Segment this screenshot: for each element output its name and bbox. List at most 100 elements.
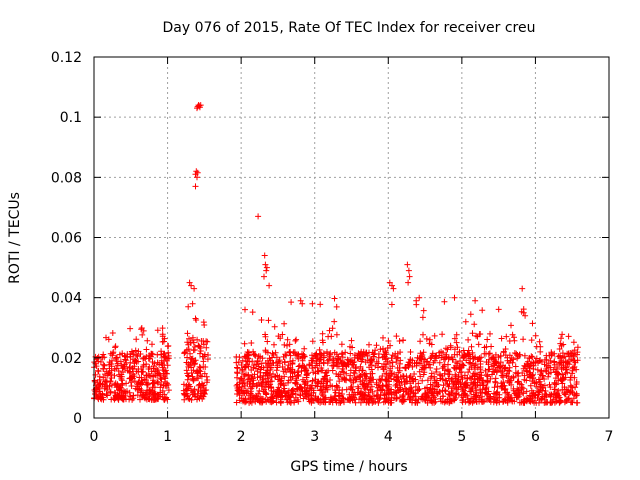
data-point	[492, 378, 499, 385]
data-point	[159, 333, 166, 340]
data-point	[401, 375, 407, 382]
data-point	[433, 366, 440, 372]
y-tick-label: 0.08	[51, 170, 82, 186]
data-point	[187, 350, 193, 357]
data-point	[185, 303, 192, 310]
data-point	[104, 392, 111, 399]
data-point	[462, 391, 469, 398]
data-point	[364, 384, 371, 390]
data-point	[284, 336, 291, 343]
data-point	[299, 362, 306, 369]
data-point	[406, 394, 413, 401]
data-point	[344, 360, 351, 367]
data-point	[419, 377, 426, 384]
data-point	[415, 380, 422, 387]
data-point	[379, 373, 386, 379]
data-point	[107, 371, 114, 378]
data-point	[196, 363, 203, 370]
data-point	[246, 392, 252, 399]
data-point	[263, 264, 270, 271]
data-point	[262, 261, 269, 268]
data-point	[438, 354, 445, 361]
data-point	[312, 364, 319, 371]
data-point	[314, 379, 321, 386]
data-point	[112, 343, 119, 350]
data-point	[443, 351, 450, 358]
data-point	[184, 392, 191, 399]
data-point	[191, 285, 198, 292]
data-point	[419, 396, 426, 403]
data-point	[484, 373, 491, 380]
data-point	[570, 353, 577, 360]
data-point	[571, 357, 578, 364]
data-point	[412, 393, 418, 400]
data-point	[477, 382, 484, 389]
data-point	[467, 311, 474, 318]
data-point	[268, 374, 275, 381]
data-point	[274, 387, 281, 394]
data-point	[91, 378, 98, 385]
data-point	[473, 398, 480, 405]
data-point	[560, 341, 567, 348]
data-point	[333, 370, 340, 377]
data-point	[533, 379, 540, 386]
data-point	[203, 379, 210, 386]
data-point	[385, 338, 392, 344]
data-point	[138, 326, 145, 333]
data-point	[358, 395, 365, 402]
data-point	[115, 383, 122, 390]
data-point	[521, 352, 528, 359]
data-point	[567, 382, 574, 389]
data-point	[508, 381, 515, 388]
data-point	[556, 346, 563, 352]
data-point	[445, 390, 452, 397]
data-point	[542, 357, 548, 363]
data-point	[309, 362, 316, 369]
data-point	[559, 331, 566, 338]
data-point	[399, 396, 406, 403]
data-point	[373, 342, 380, 349]
data-point	[423, 359, 430, 365]
data-point	[356, 396, 362, 403]
data-point	[143, 372, 150, 379]
data-point	[136, 374, 143, 381]
data-point	[301, 353, 308, 360]
data-point	[392, 389, 399, 396]
data-point	[354, 374, 360, 381]
data-point	[460, 362, 467, 369]
data-point	[184, 393, 191, 400]
data-point	[327, 377, 333, 383]
data-point	[273, 399, 280, 406]
data-point	[101, 362, 108, 369]
data-point	[329, 325, 336, 332]
data-point	[479, 307, 486, 314]
data-point	[294, 372, 301, 379]
data-point	[506, 338, 513, 344]
data-point	[347, 350, 354, 357]
data-point	[340, 369, 347, 376]
data-point	[514, 352, 521, 358]
data-point	[376, 396, 383, 403]
data-point	[102, 371, 108, 378]
data-point	[239, 357, 246, 364]
data-point	[333, 397, 339, 404]
data-point	[481, 398, 488, 405]
data-point	[380, 334, 386, 341]
data-point	[133, 336, 140, 343]
y-tick-label: 0.12	[51, 50, 82, 66]
data-point	[526, 355, 533, 362]
data-point	[272, 349, 279, 356]
data-point	[280, 368, 287, 375]
data-point	[281, 373, 288, 380]
data-point	[100, 351, 107, 358]
data-point	[555, 370, 562, 377]
data-point	[299, 300, 306, 307]
data-point	[363, 373, 370, 380]
chart-title: Day 076 of 2015, Rate Of TEC Index for r…	[162, 20, 535, 36]
data-point	[159, 325, 166, 332]
data-point	[146, 386, 153, 393]
data-point	[537, 386, 544, 393]
data-point	[258, 360, 265, 367]
data-point	[569, 350, 576, 357]
data-point	[190, 347, 197, 354]
